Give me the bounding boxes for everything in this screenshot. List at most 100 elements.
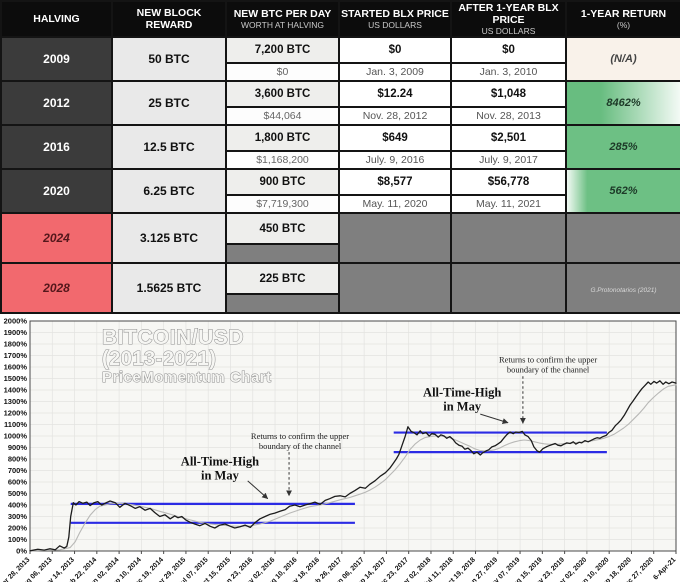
worth-cell: $1,168,200 bbox=[225, 150, 340, 170]
price-series bbox=[29, 380, 677, 552]
start-date-cell: July. 9, 2016 bbox=[338, 150, 452, 170]
year-cell: 2012 bbox=[0, 80, 113, 126]
annotation-arrow bbox=[480, 413, 509, 425]
table-row: 2009 50 BTC 7,200 BTC $0 $0 (N/A) bbox=[0, 36, 680, 82]
btc-per-day-cell: 450 BTC bbox=[225, 212, 340, 245]
year-cell: 2009 bbox=[0, 36, 113, 82]
return-cell: (N/A) bbox=[565, 36, 680, 82]
table-subrow: $0 Jan. 3, 2009 Jan. 3, 2010 bbox=[1, 62, 680, 82]
year-cell: 2016 bbox=[0, 124, 113, 170]
empty-future-cell bbox=[338, 262, 452, 314]
col-header-after-1y-price: AFTER 1-YEAR BLX PRICE US DOLLARS bbox=[450, 0, 567, 38]
worth-cell: $44,064 bbox=[225, 106, 340, 126]
reward-cell: 6.25 BTC bbox=[111, 168, 227, 214]
svg-text:1600%: 1600% bbox=[4, 363, 28, 372]
col-header-halving: HALVING bbox=[0, 0, 113, 38]
reward-cell: 12.5 BTC bbox=[111, 124, 227, 170]
annotation-arrow bbox=[247, 480, 269, 500]
after-price-cell: $56,778 bbox=[450, 168, 567, 196]
btc-per-day-cell: 7,200 BTC bbox=[225, 36, 340, 64]
svg-text:1500%: 1500% bbox=[4, 374, 28, 383]
after-date-cell: Nov. 28, 2013 bbox=[450, 106, 567, 126]
start-price-cell: $8,577 bbox=[338, 168, 452, 196]
svg-text:1200%: 1200% bbox=[4, 409, 28, 418]
svg-text:1800%: 1800% bbox=[4, 340, 28, 349]
start-price-cell: $0 bbox=[338, 36, 452, 64]
start-date-cell: May. 11, 2020 bbox=[338, 194, 452, 214]
svg-text:1900%: 1900% bbox=[4, 328, 28, 337]
table-row-future: 2024 3.125 BTC 450 BTC bbox=[0, 212, 680, 264]
svg-text:1300%: 1300% bbox=[4, 397, 28, 406]
svg-text:100%: 100% bbox=[8, 535, 28, 544]
table-subrow: $44,064 Nov. 28, 2012 Nov. 28, 2013 bbox=[1, 106, 680, 126]
svg-text:1700%: 1700% bbox=[4, 351, 28, 360]
start-date-cell: Jan. 3, 2009 bbox=[338, 62, 452, 82]
svg-text:700%: 700% bbox=[8, 466, 28, 475]
table-subrow-future bbox=[1, 243, 680, 264]
svg-text:900%: 900% bbox=[8, 443, 28, 452]
btc-per-day-cell: 900 BTC bbox=[225, 168, 340, 196]
svg-text:2000%: 2000% bbox=[4, 317, 28, 326]
year-cell: 2024 bbox=[0, 212, 113, 264]
after-date-cell: May. 11, 2021 bbox=[450, 194, 567, 214]
after-price-cell: $2,501 bbox=[450, 124, 567, 152]
credit-cell: G.Protonotarios (2021) bbox=[565, 262, 680, 314]
annotation-returns-2: Returns to confirm the upper boundary of … bbox=[499, 354, 597, 374]
table-subrow-future bbox=[1, 293, 680, 314]
svg-text:300%: 300% bbox=[8, 512, 28, 521]
table-row-future: 2028 1.5625 BTC 225 BTC G.Protonotarios … bbox=[0, 262, 680, 314]
chart-grid bbox=[29, 320, 677, 552]
reward-cell: 3.125 BTC bbox=[111, 212, 227, 264]
svg-text:400%: 400% bbox=[8, 501, 28, 510]
table-header-row: HALVING NEW BLOCK REWARD NEW BTC PER DAY… bbox=[0, 0, 680, 38]
table-subrow: $1,168,200 July. 9, 2016 July. 9, 2017 bbox=[1, 150, 680, 170]
after-price-cell: $0 bbox=[450, 36, 567, 64]
worth-cell: $7,719,300 bbox=[225, 194, 340, 214]
after-price-cell: $1,048 bbox=[450, 80, 567, 108]
empty-future-cell bbox=[225, 293, 340, 314]
reward-cell: 1.5625 BTC bbox=[111, 262, 227, 314]
svg-text:1000%: 1000% bbox=[4, 432, 28, 441]
chart-title-line: PriceMomentum Chart bbox=[102, 369, 272, 386]
btc-per-day-cell: 3,600 BTC bbox=[225, 80, 340, 108]
credit-watermark: G.Protonotarios (2021) bbox=[590, 287, 657, 294]
svg-text:0%: 0% bbox=[16, 547, 27, 556]
annotation-returns-1: Returns to confirm the upper boundary of … bbox=[251, 431, 349, 451]
start-price-cell: $649 bbox=[338, 124, 452, 152]
chart-title-line: BITCOIN/USD bbox=[102, 326, 244, 349]
price-momentum-chart: 0% 100% 200% 300% 400% 500% 600% 700% 800% 900% 10… bbox=[0, 314, 680, 582]
svg-text:800%: 800% bbox=[8, 455, 28, 464]
col-header-started-price: STARTED BLX PRICE US DOLLARS bbox=[338, 0, 452, 38]
reward-cell: 50 BTC bbox=[111, 36, 227, 82]
chart-title-line: (2013-2021) bbox=[102, 348, 216, 370]
halving-table: HALVING NEW BLOCK REWARD NEW BTC PER DAY… bbox=[0, 0, 680, 314]
col-header-1y-return: 1-YEAR RETURN (%) bbox=[565, 0, 680, 38]
reward-cell: 25 BTC bbox=[111, 80, 227, 126]
empty-future-cell bbox=[565, 212, 680, 264]
table-row: 2012 25 BTC 3,600 BTC $12.24 $1,048 8462… bbox=[0, 80, 680, 126]
worth-cell: $0 bbox=[225, 62, 340, 82]
after-date-cell: Jan. 3, 2010 bbox=[450, 62, 567, 82]
col-header-btc-per-day: NEW BTC PER DAY WORTH AT HALVING bbox=[225, 0, 340, 38]
year-cell: 2020 bbox=[0, 168, 113, 214]
svg-text:600%: 600% bbox=[8, 478, 28, 487]
empty-future-cell bbox=[338, 212, 452, 264]
svg-text:200%: 200% bbox=[8, 524, 28, 533]
return-cell: 285% bbox=[565, 124, 680, 170]
svg-text:6-Apr-21: 6-Apr-21 bbox=[652, 556, 677, 581]
btc-usd-price-momentum bbox=[29, 380, 677, 552]
svg-text:1100%: 1100% bbox=[4, 420, 27, 429]
table-row: 2020 6.25 BTC 900 BTC $8,577 $56,778 562… bbox=[0, 168, 680, 214]
start-date-cell: Nov. 28, 2012 bbox=[338, 106, 452, 126]
annotation-ath-2019: All-Time-High in May bbox=[423, 385, 501, 413]
chart-annotations: All-Time-High in May Returns to confirm th… bbox=[181, 354, 597, 500]
table-row: 2016 12.5 BTC 1,800 BTC $649 $2,501 285% bbox=[0, 124, 680, 170]
svg-text:1400%: 1400% bbox=[4, 386, 28, 395]
table-subrow: $7,719,300 May. 11, 2020 May. 11, 2021 bbox=[1, 194, 680, 214]
empty-future-cell bbox=[225, 243, 340, 264]
col-header-block-reward: NEW BLOCK REWARD bbox=[111, 0, 227, 38]
chart-title: BITCOIN/USD(2013-2021)PriceMomentum Char… bbox=[102, 326, 272, 387]
annotation-ath-2013: All-Time-High in May bbox=[181, 454, 259, 482]
after-date-cell: July. 9, 2017 bbox=[450, 150, 567, 170]
empty-future-cell bbox=[450, 212, 567, 264]
